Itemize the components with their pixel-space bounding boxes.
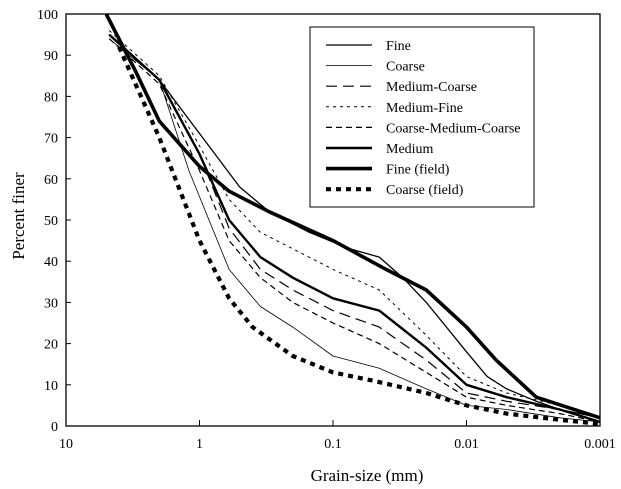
y-axis: 0 10 20 30 40 50 60 70 80 90 100	[37, 8, 71, 435]
series-line-medium-coarse	[108, 34, 601, 423]
y-tick-label: 0	[51, 420, 58, 435]
series-line-coarse-medium-coarse	[108, 38, 601, 423]
y-axis-title: Percent finer	[9, 172, 28, 260]
legend-label: Medium-Fine	[386, 101, 463, 116]
x-tick-label: 0.01	[454, 437, 479, 452]
series-line-medium-fine	[108, 30, 601, 419]
legend-label: Fine (field)	[386, 163, 450, 178]
legend-box	[309, 26, 535, 208]
series-lines	[104, 13, 601, 426]
legend-label: Fine	[386, 39, 411, 54]
y-tick-label: 60	[44, 173, 58, 188]
y-tick-label: 10	[44, 379, 58, 394]
y-tick-label: 70	[44, 132, 58, 147]
x-tick-label: 0.001	[584, 437, 616, 452]
x-tick-label: 1	[196, 437, 203, 452]
legend-label: Coarse-Medium-Coarse	[386, 121, 521, 136]
series-line-medium	[108, 33, 601, 424]
y-tick-label: 40	[44, 255, 58, 270]
legend-label: Coarse	[386, 60, 425, 75]
x-tick-label: 0.1	[324, 437, 342, 452]
x-axis: 10 1 0.1 0.01 0.001	[59, 420, 616, 452]
series-line-coarse	[108, 38, 601, 423]
y-tick-label: 100	[37, 8, 58, 23]
y-tick-label: 50	[44, 214, 58, 229]
legend-label: Medium	[386, 142, 434, 157]
x-axis-title: Grain-size (mm)	[311, 466, 424, 485]
series-line-fine-field	[104, 13, 601, 420]
y-tick-label: 30	[44, 296, 58, 311]
series-line-fine	[108, 34, 601, 419]
legend-label: Coarse (field)	[386, 183, 464, 198]
series-line-coarse-field	[117, 46, 601, 426]
y-tick-label: 80	[44, 90, 58, 105]
legend: Fine Coarse Medium-Coarse Medium-Fine Coarse…	[309, 26, 535, 208]
y-tick-label: 90	[44, 49, 58, 64]
y-tick-label: 20	[44, 338, 58, 353]
x-tick-label: 10	[59, 437, 73, 452]
legend-label: Medium-Coarse	[386, 80, 477, 95]
